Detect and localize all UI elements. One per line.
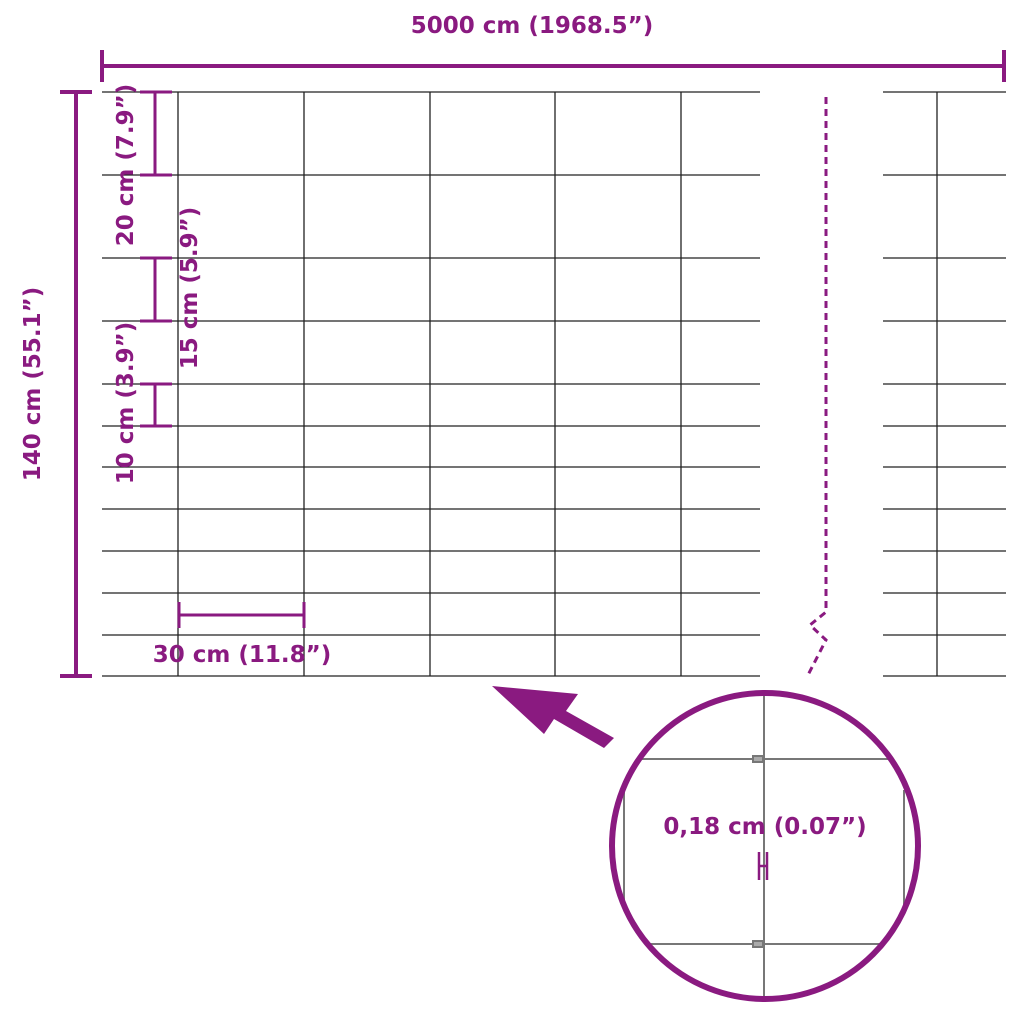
bottom-spacing-label: 10 cm (3.9”) [113,322,139,485]
arrow-icon [492,686,614,748]
middle-spacing-dimension: 15 cm (5.9”) [140,207,203,370]
wire-diameter-label: 0,18 cm (0.07”) [663,814,866,840]
middle-spacing-label: 15 cm (5.9”) [177,207,203,370]
bottom-spacing-dimension: 10 cm (3.9”) [113,322,172,485]
top-spacing-label: 20 cm (7.9”) [113,84,139,247]
length-dimension: 5000 cm (1968.5”) [100,13,1006,82]
detail-magnifier: 0,18 cm (0.07”) [609,690,921,1002]
wire-mesh-grid [102,91,1006,677]
break-line [806,97,828,676]
post-spacing-dimension: 30 cm (11.8”) [153,602,332,668]
top-spacing-dimension: 20 cm (7.9”) [113,84,172,247]
post-spacing-label: 30 cm (11.8”) [153,642,332,668]
length-label: 5000 cm (1968.5”) [411,13,654,39]
height-label: 140 cm (55.1”) [20,287,46,482]
height-dimension: 140 cm (55.1”) [20,90,92,678]
